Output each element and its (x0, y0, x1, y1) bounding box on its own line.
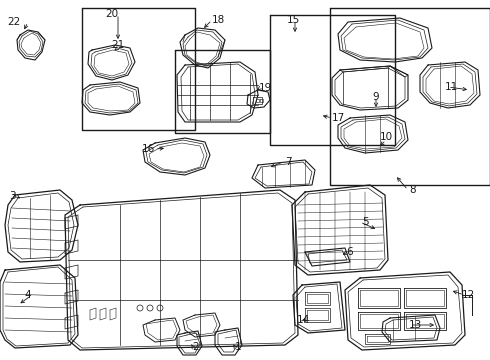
Text: 22: 22 (7, 17, 21, 27)
Polygon shape (338, 18, 432, 62)
Text: 15: 15 (286, 15, 299, 25)
Text: 16: 16 (142, 144, 155, 154)
Text: 11: 11 (444, 82, 458, 92)
Text: 13: 13 (408, 320, 421, 330)
Text: 3: 3 (9, 191, 15, 201)
Text: 5: 5 (362, 217, 368, 227)
Text: 17: 17 (331, 113, 344, 123)
Text: 2: 2 (193, 342, 199, 352)
Text: 9: 9 (373, 92, 379, 102)
Text: 7: 7 (285, 157, 292, 167)
Text: 10: 10 (379, 132, 392, 142)
Text: 14: 14 (296, 315, 310, 325)
Text: 20: 20 (105, 9, 119, 19)
Text: 21: 21 (111, 40, 124, 50)
Text: 1: 1 (235, 342, 241, 352)
Text: 18: 18 (211, 15, 224, 25)
Text: 19: 19 (258, 83, 271, 93)
Text: 6: 6 (347, 247, 353, 257)
Text: 4: 4 (24, 290, 31, 300)
Text: 8: 8 (410, 185, 416, 195)
Text: 12: 12 (462, 290, 475, 300)
